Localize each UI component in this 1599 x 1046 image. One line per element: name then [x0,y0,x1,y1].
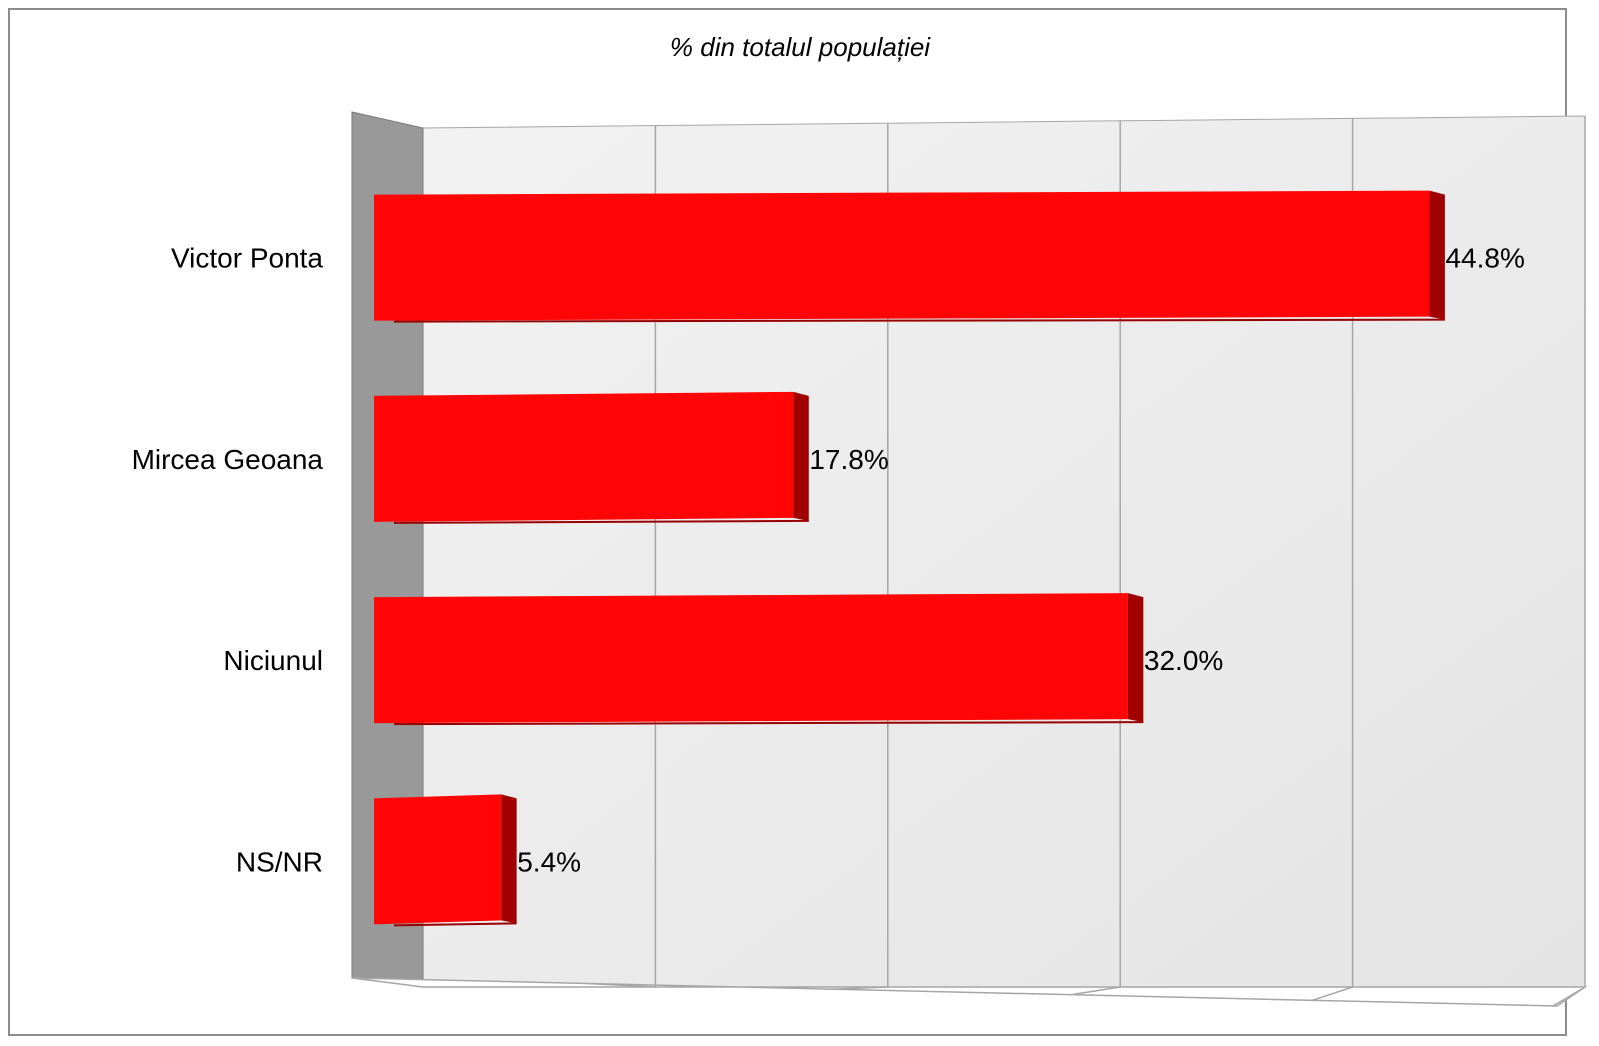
value-label: 5.4% [517,846,581,877]
plot-walls [351,111,1588,1007]
floor-gridline [829,986,888,990]
floor-gridline [1311,986,1353,1002]
bar-side [793,391,809,521]
bar-shadow-edge [393,721,1144,726]
bar-shadow-edge [393,922,517,927]
category-label: Niciunul [223,645,323,676]
value-label: 17.8% [809,444,888,475]
bar [374,593,1128,724]
category-label: NS/NR [236,846,323,877]
floor-gridline [1552,986,1586,1007]
floor-gridline [1070,986,1121,996]
bar-side [1429,190,1445,320]
category-label: Victor Ponta [171,243,323,274]
chart-title: % din totalul populației [670,32,931,62]
bar-side [1127,593,1144,723]
bar [374,794,502,925]
bar-shadow-edge [393,318,1445,323]
bars [374,190,1445,927]
bar [374,391,794,522]
bar-shadow-edge [393,519,809,524]
bar-side [501,794,517,924]
value-label: 44.8% [1445,243,1524,274]
value-label: 32.0% [1144,645,1223,676]
floor-gridline [588,982,656,988]
category-label: Mircea Geoana [132,444,324,475]
labels: Victor Ponta 44.8% Mircea Geoana 17.8% Niciu… [132,243,1525,878]
bar [374,190,1430,321]
